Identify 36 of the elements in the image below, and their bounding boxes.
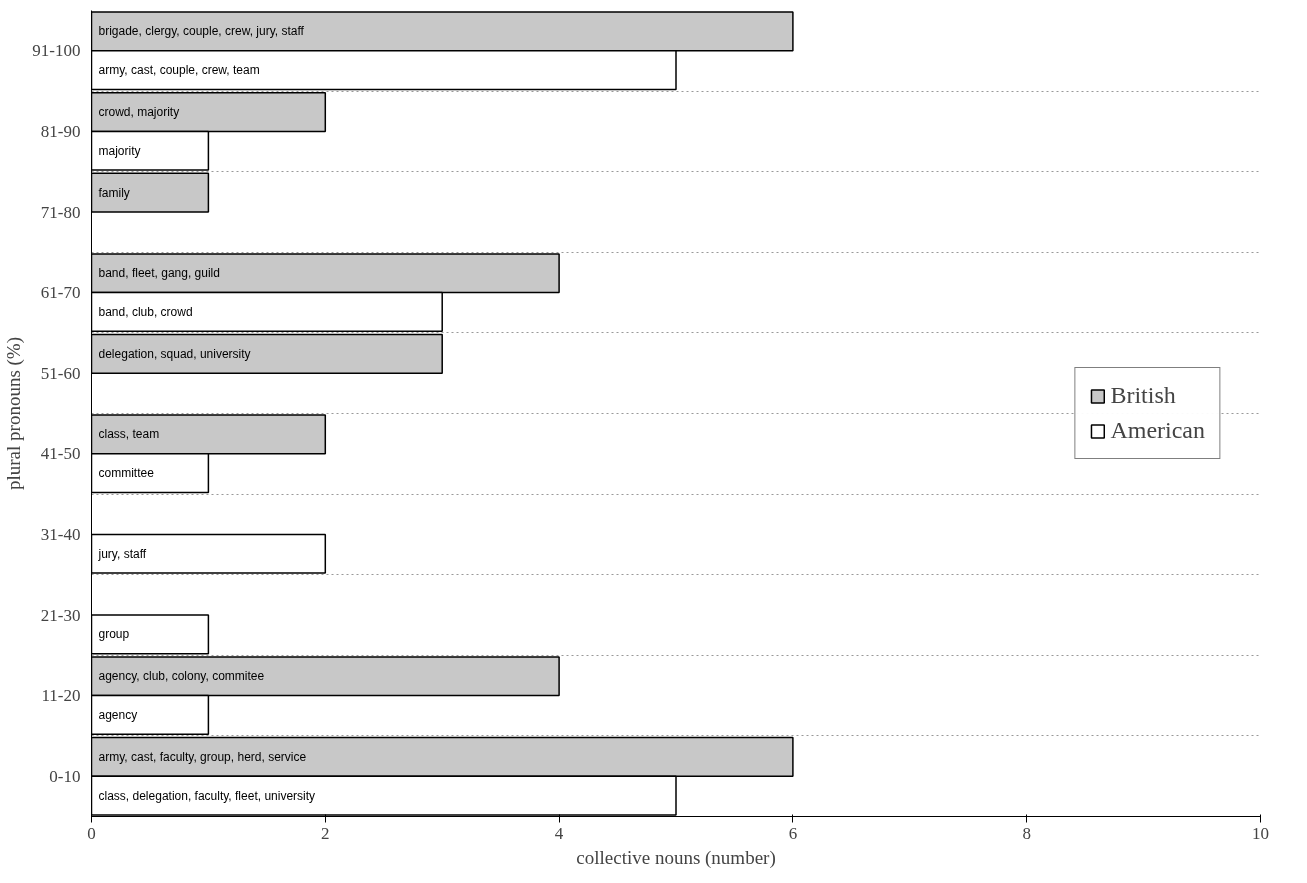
y-tick-label: 81-90: [40, 121, 81, 141]
legend-label: British: [1110, 382, 1176, 409]
x-axis-title: collective nouns (number): [576, 846, 776, 869]
data-label: family: [98, 185, 130, 200]
data-label: army, cast, couple, crew, team: [98, 63, 260, 78]
data-label: army, cast, faculty, group, herd, service: [98, 749, 307, 764]
data-label: committee: [98, 466, 155, 481]
data-label: band, club, crowd: [98, 304, 193, 319]
data-label: band, fleet, gang, guild: [98, 266, 220, 281]
y-tick-label: 91-100: [32, 41, 81, 61]
y-tick-label: 61-70: [40, 283, 81, 303]
data-label: class, team: [98, 427, 160, 442]
y-tick-label: 21-30: [40, 605, 81, 625]
x-tick-label: 10: [1252, 823, 1269, 843]
data-label: jury, staff: [97, 546, 147, 561]
data-label: crowd, majority: [98, 105, 180, 120]
data-label: agency, club, colony, commitee: [98, 669, 265, 684]
x-tick-label: 2: [321, 823, 330, 843]
data-label: brigade, clergy, couple, crew, jury, staff: [98, 24, 305, 39]
y-tick-label: 11-20: [41, 686, 81, 706]
x-tick-label: 6: [788, 823, 798, 843]
x-tick-label: 4: [554, 823, 564, 843]
x-tick-label: 0: [87, 823, 96, 843]
y-tick-label: 71-80: [40, 202, 81, 222]
y-tick-label: 31-40: [40, 524, 81, 544]
data-label: majority: [98, 143, 141, 158]
y-axis-title: plural pronouns (%): [3, 336, 26, 491]
data-label: group: [98, 627, 130, 642]
data-label: agency: [98, 707, 138, 722]
y-tick-label: 41-50: [40, 444, 81, 464]
legend-label: American: [1110, 417, 1205, 444]
y-tick-label: 0-10: [49, 766, 81, 786]
x-tick-label: 8: [1022, 823, 1031, 843]
data-label: delegation, squad, university: [98, 346, 251, 361]
data-label: class, delegation, faculty, fleet, university: [98, 788, 316, 803]
y-tick-label: 51-60: [40, 363, 81, 383]
